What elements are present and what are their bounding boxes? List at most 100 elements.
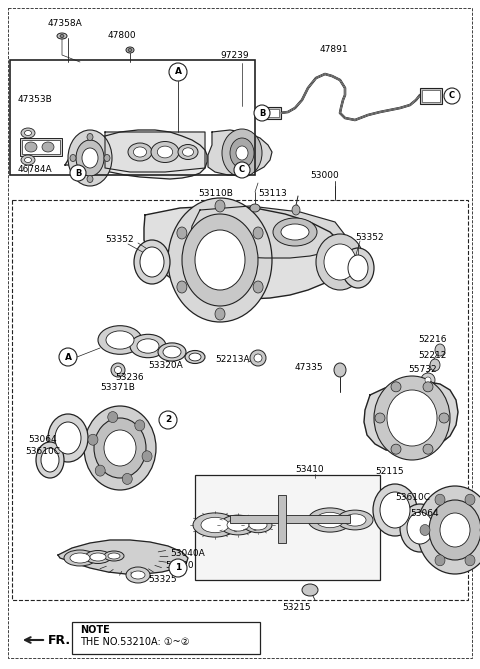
Ellipse shape [177,227,187,239]
Ellipse shape [41,448,59,472]
Ellipse shape [57,33,67,39]
Ellipse shape [177,281,187,293]
Ellipse shape [84,406,156,490]
Ellipse shape [94,418,146,478]
Polygon shape [144,206,348,299]
Ellipse shape [42,142,54,152]
Ellipse shape [178,145,198,159]
Ellipse shape [115,367,121,373]
Ellipse shape [244,517,272,533]
Circle shape [70,165,86,181]
Ellipse shape [421,373,435,387]
Ellipse shape [142,451,152,462]
Ellipse shape [104,155,110,161]
Ellipse shape [254,354,262,362]
Text: 2: 2 [165,415,171,425]
Circle shape [444,88,460,104]
Text: C: C [239,165,245,175]
Ellipse shape [182,214,258,306]
Ellipse shape [417,486,480,574]
Text: 53113: 53113 [258,189,287,197]
Bar [230,515,350,523]
Ellipse shape [407,512,433,544]
Ellipse shape [391,444,401,454]
Ellipse shape [236,146,248,160]
Ellipse shape [106,331,134,349]
Ellipse shape [88,434,98,445]
Text: 53371B: 53371B [100,383,135,393]
Ellipse shape [95,465,105,476]
Bar [195,475,380,580]
Ellipse shape [133,147,146,157]
Ellipse shape [128,48,132,52]
Ellipse shape [253,227,263,239]
Text: 53064: 53064 [410,510,439,518]
Ellipse shape [21,155,35,165]
Ellipse shape [435,344,445,356]
Ellipse shape [157,146,173,158]
Text: 53610C: 53610C [395,494,430,502]
Bar [12,200,468,600]
Ellipse shape [375,413,385,423]
Ellipse shape [316,512,344,528]
Ellipse shape [273,218,317,246]
Ellipse shape [87,175,93,183]
Ellipse shape [344,514,366,526]
Polygon shape [105,132,205,172]
Ellipse shape [316,234,364,290]
Ellipse shape [131,571,145,579]
Bar [422,90,440,102]
Text: B: B [259,108,265,118]
Ellipse shape [87,134,93,140]
Circle shape [59,348,77,366]
Ellipse shape [373,484,417,536]
Ellipse shape [126,567,150,583]
Text: 53215: 53215 [282,603,311,613]
Ellipse shape [400,504,440,552]
Ellipse shape [182,148,193,156]
Ellipse shape [185,351,205,363]
Text: 47891: 47891 [320,45,348,54]
Text: C: C [449,92,455,100]
Ellipse shape [201,517,229,533]
Text: 47800: 47800 [108,31,137,41]
Text: 97239: 97239 [220,50,249,60]
Text: 47353B: 47353B [18,96,53,104]
Ellipse shape [24,157,32,163]
Text: 53040A: 53040A [170,549,205,557]
Ellipse shape [308,508,352,532]
Ellipse shape [48,414,88,462]
Ellipse shape [250,350,266,366]
Text: 53064: 53064 [28,436,57,444]
Ellipse shape [195,230,245,290]
Ellipse shape [82,148,98,168]
Circle shape [169,63,187,81]
Ellipse shape [253,281,263,293]
Ellipse shape [60,35,64,37]
Text: 52213A: 52213A [215,355,250,365]
Text: 53000: 53000 [310,171,339,179]
Ellipse shape [104,551,124,561]
Ellipse shape [425,377,431,383]
Ellipse shape [168,198,272,322]
Ellipse shape [137,339,159,353]
Ellipse shape [439,413,449,423]
Ellipse shape [140,247,164,277]
Bar [420,88,442,104]
Text: NOTE: NOTE [80,625,110,635]
Ellipse shape [423,444,433,454]
Bar [20,138,62,156]
Text: 53320A: 53320A [148,361,183,369]
Circle shape [234,162,250,178]
Circle shape [254,105,270,121]
Ellipse shape [337,510,373,530]
Bar [278,495,286,543]
Ellipse shape [85,551,111,563]
Ellipse shape [193,513,237,537]
Text: 46784A: 46784A [18,165,53,175]
Ellipse shape [163,346,181,358]
Ellipse shape [108,411,118,423]
Ellipse shape [302,584,318,596]
Ellipse shape [220,515,256,535]
Ellipse shape [440,513,470,547]
